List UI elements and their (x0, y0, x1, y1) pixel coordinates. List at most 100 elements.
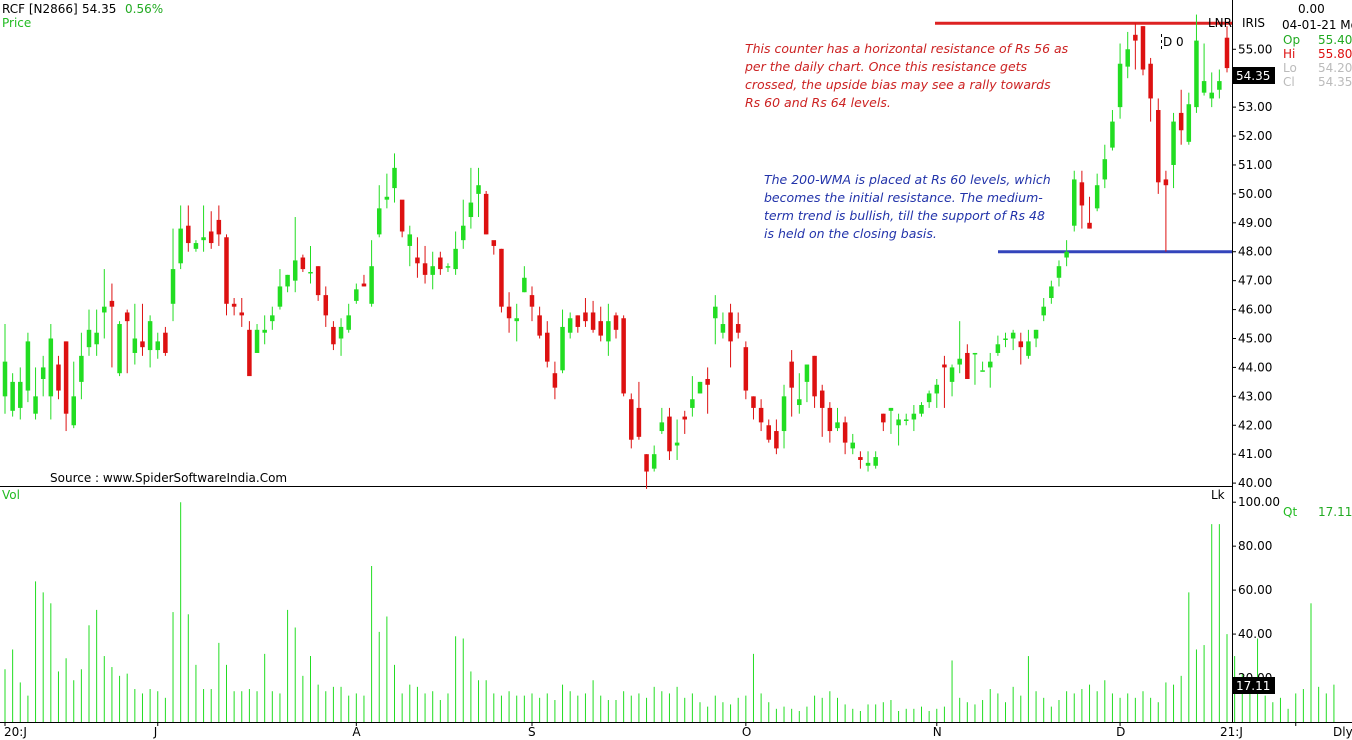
candle-body (949, 367, 955, 382)
candle-body (338, 326, 344, 339)
ohlc-legend-label: Hi (1283, 47, 1295, 61)
price-tick-label: 51.00 (1238, 158, 1272, 172)
candle-body (506, 306, 512, 319)
price-tick-label: 43.00 (1238, 389, 1272, 403)
candle-body (369, 266, 374, 304)
candle-body (445, 266, 451, 268)
candle-body (430, 266, 435, 275)
candle-body (1018, 341, 1024, 348)
source-credit: Source : www.SpiderSoftwareIndia.Com (50, 471, 287, 485)
candle-body (713, 306, 718, 319)
candle-body (361, 283, 367, 287)
candle-body (384, 196, 390, 200)
candle-body (819, 390, 825, 408)
last-price: 54.35 (82, 2, 116, 16)
ohlc-legend-value: 55.40 (1318, 33, 1352, 47)
ohlc-legend-label: Lo (1283, 61, 1297, 75)
date-tick-label: J (153, 725, 158, 739)
candle-body (781, 396, 787, 432)
candle-body (79, 355, 84, 382)
candle-body (1186, 104, 1192, 142)
price-panel-label: Price (2, 16, 31, 30)
candle-body (1110, 121, 1115, 148)
candle-body (835, 422, 840, 429)
candle-body (216, 219, 222, 235)
price-tick-label: 45.00 (1238, 331, 1272, 345)
candle-body (865, 462, 871, 466)
ohlc-legend: Op 55.40 Hi 55.80 Lo 54.20 Cl 54.35 (1283, 33, 1352, 89)
price-tick-label: 40.00 (1238, 476, 1272, 490)
volume-tick-label: 100.00 (1238, 495, 1280, 509)
resistance-note-line: per the daily chart. Once this resistanc… (745, 59, 1028, 74)
candle-body (71, 396, 76, 426)
candle-body (896, 419, 901, 426)
candle-body (1171, 121, 1176, 165)
level-lines (935, 21, 1232, 254)
candle-body (1217, 81, 1222, 90)
candle-body (193, 243, 199, 249)
candle-body (1010, 332, 1016, 339)
candle-body (170, 269, 176, 304)
last-price-tag: 54.35 (1236, 69, 1270, 83)
candle-body (163, 332, 168, 353)
candle-body (1224, 37, 1230, 69)
candle-body (376, 208, 382, 235)
legend-value: 0.00 (1298, 2, 1325, 16)
candle-body (743, 347, 749, 391)
resistance-note-line: This counter has a horizontal resistance… (745, 41, 1069, 56)
candle-body (1003, 338, 1008, 340)
candle-body (881, 413, 886, 423)
candle-body (1094, 185, 1100, 209)
candle-body (1163, 179, 1169, 186)
candle-body (850, 442, 856, 449)
price-tick-label: 55.00 (1238, 42, 1272, 56)
candle-body (842, 422, 848, 443)
candle-body (575, 315, 581, 327)
candle-body (583, 312, 588, 322)
candle-body (247, 329, 252, 377)
candle-body (415, 257, 420, 264)
ohlc-legend-label: Cl (1283, 75, 1295, 89)
candle-body (644, 454, 649, 472)
candle-body (926, 393, 932, 403)
candle-body (1117, 63, 1123, 108)
wma-note-line: becomes the initial resistance. The medi… (764, 190, 1043, 205)
candle-body (797, 399, 802, 406)
candle-body (300, 257, 306, 270)
candle-body (621, 318, 626, 394)
candle-body (201, 237, 206, 241)
candle-body (453, 248, 458, 270)
candle-body (132, 338, 138, 353)
candle-body (40, 367, 46, 379)
candle-body (1148, 63, 1153, 99)
candle-body (751, 396, 756, 408)
candle-body (124, 312, 130, 322)
candle-body (590, 312, 596, 330)
price-tick-label: 47.00 (1238, 274, 1272, 288)
ohlc-legend-value: 54.35 (1318, 75, 1352, 89)
date-tick-label: 20:J (4, 725, 27, 739)
candle-body (758, 407, 764, 423)
date-tick-label: D (1116, 725, 1125, 739)
candle-body (529, 295, 535, 307)
candle-body (682, 416, 687, 420)
candle-body (1064, 251, 1069, 258)
qt-label: Qt (1283, 505, 1297, 519)
candle-body (766, 425, 771, 440)
date-tick-label: S (528, 725, 536, 739)
volume-tick-label: 80.00 (1238, 539, 1272, 553)
candle-body (606, 321, 611, 342)
candle-body (873, 457, 878, 466)
candle-body (254, 329, 260, 353)
candle-body (461, 225, 466, 241)
candle-body (315, 266, 321, 296)
candle-body (155, 341, 160, 351)
candle-body (1056, 266, 1062, 278)
candle-body (659, 422, 665, 432)
candle-body (491, 240, 497, 246)
candle-body (117, 324, 122, 374)
candle-body (697, 381, 703, 394)
candlestick-series (2, 14, 1230, 489)
candle-body (804, 364, 810, 382)
candle-body (674, 442, 680, 446)
